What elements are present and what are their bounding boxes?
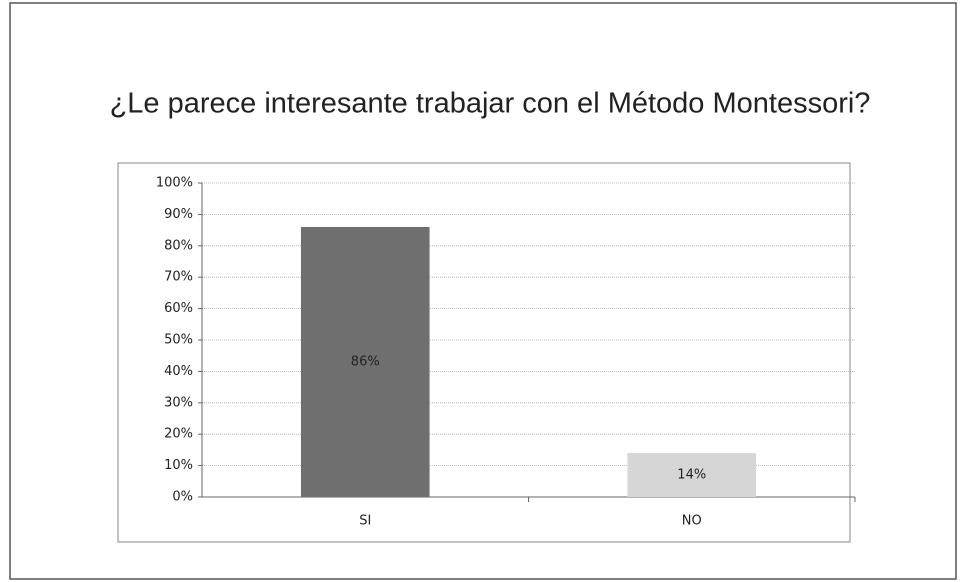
data-label: 86% [351, 354, 380, 369]
y-tick-label: 40% [164, 364, 193, 379]
y-tick-label: 100% [156, 176, 193, 191]
bar [300, 226, 430, 497]
y-tick-label: 90% [164, 207, 193, 222]
x-tick-label: NO [682, 514, 702, 529]
y-tick-label: 30% [164, 395, 193, 410]
y-tick-label: 70% [164, 270, 193, 285]
y-tick-label: 50% [164, 333, 193, 348]
data-label: 14% [677, 468, 706, 483]
y-tick-label: 80% [164, 238, 193, 253]
y-tick-label: 60% [164, 301, 193, 316]
bar [627, 453, 757, 497]
y-tick-label: 10% [164, 458, 193, 473]
y-tick-label: 20% [164, 427, 193, 442]
y-tick-label: 0% [172, 490, 193, 505]
chart-title: ¿Le parece interesante trabajar con el M… [110, 88, 871, 120]
x-tick-label: SI [359, 514, 371, 529]
